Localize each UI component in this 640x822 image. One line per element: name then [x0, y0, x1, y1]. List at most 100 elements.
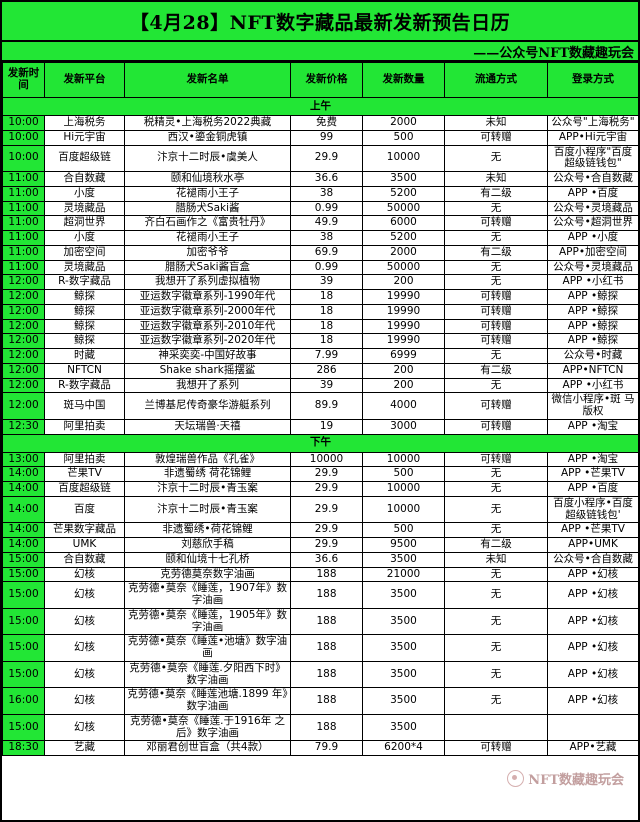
cell-platform: 阿里拍卖	[44, 451, 125, 468]
cell-quantity: 19990	[362, 318, 445, 335]
cell-login: APP •百度	[547, 185, 639, 202]
cell-platform: R-数字藏品	[44, 377, 125, 394]
table-row: 14:00 芒果TV 非遗蜀绣 荷花锦鲤 29.9 500 无 APP •芒果TV	[2, 466, 639, 482]
cell-circulation: 可转赠	[444, 392, 548, 420]
cell-platform: R-数字藏品	[44, 274, 125, 290]
cell-circulation: 无	[444, 481, 548, 497]
cell-login: 公众号•合自数藏	[547, 171, 639, 187]
cell-platform: 合自数藏	[44, 171, 125, 187]
cell-price: 0.99	[290, 259, 363, 276]
cell-time: 15:00	[2, 581, 45, 609]
cell-quantity: 50000	[362, 259, 445, 276]
column-header-price: 发新价格	[290, 62, 363, 98]
table-row: 13:00 阿里拍卖 敦煌瑞兽作品《孔雀》 10000 10000 可转赠 APP •淘宝	[2, 451, 639, 468]
cell-quantity: 3500	[362, 713, 445, 742]
cell-name: 加密爷爷	[124, 244, 291, 261]
cell-login: APP •芒果TV	[547, 466, 639, 482]
cell-time: 12:00	[2, 318, 45, 335]
cell-price: 29.9	[290, 495, 363, 524]
cell-price: 19	[290, 418, 363, 435]
cell-circulation: 无	[444, 348, 548, 364]
cell-circulation: 有二级	[444, 185, 548, 202]
cell-name: 克劳德•莫奈《睡莲.于1916年 之后》数字油画	[124, 713, 291, 742]
table-row: 12:00 斑马中国 兰博基尼传奇豪华游艇系列 89.9 4000 可转赠 微信小程序•斑 …	[2, 392, 639, 420]
cell-circulation: 可转赠	[444, 289, 548, 305]
cell-price: 188	[290, 566, 363, 583]
cell-time: 11:00	[2, 185, 45, 202]
cell-quantity: 5200	[362, 230, 445, 246]
column-header-time: 发新时间	[2, 62, 45, 98]
cell-platform: 阿里拍卖	[44, 418, 125, 435]
cell-time: 10:00	[2, 144, 45, 172]
cell-time: 10:00	[2, 115, 45, 131]
cell-time: 14:00	[2, 537, 45, 553]
section-label: 下午	[2, 433, 639, 453]
table-body: 上午 10:00 上海税务 税精灵•上海税务2022典藏 免费 2000 未知 公众号"上海税…	[2, 97, 639, 756]
header-row: 发新时间 发新平台 发新名单 发新价格 发新数量 流通方式 登录方式	[2, 62, 639, 98]
table-row: 12:00 鲸探 亚运数字徽章系列-1990年代 18 19990 可转赠 APP •鲸探	[2, 289, 639, 305]
cell-login: APP •幻核	[547, 660, 639, 689]
cell-quantity: 3500	[362, 581, 445, 609]
cell-login: APP •鲸探	[547, 318, 639, 335]
cell-login: APP•加密空间	[547, 244, 639, 261]
cell-name: 克劳德•莫奈《睡莲，1907年》数字油画	[124, 581, 291, 609]
cell-platform: 合自数藏	[44, 551, 125, 568]
subtitle-attribution: ——公众号NFT数藏趣玩会	[473, 45, 634, 61]
cell-time: 18:30	[2, 740, 45, 756]
cell-name: Shake shark摇摆鲨	[124, 362, 291, 379]
cell-name: 克劳德莫奈数字油画	[124, 566, 291, 583]
section-row: 上午	[2, 97, 639, 116]
cell-price: 18	[290, 303, 363, 320]
cell-platform: 幻核	[44, 687, 125, 715]
cell-quantity: 2000	[362, 115, 445, 131]
cell-circulation: 有二级	[444, 537, 548, 553]
cell-platform: 幻核	[44, 713, 125, 742]
cell-price: 29.9	[290, 466, 363, 482]
cell-price: 36.6	[290, 171, 363, 187]
cell-circulation: 可转赠	[444, 303, 548, 320]
cell-name: 克劳德•莫奈《睡莲池塘.1899 年》数字油画	[124, 687, 291, 715]
cell-quantity: 200	[362, 274, 445, 290]
cell-quantity: 19990	[362, 303, 445, 320]
cell-platform: 幻核	[44, 660, 125, 689]
cell-name: 西汉•鎏金铜虎镇	[124, 129, 291, 146]
cell-price: 188	[290, 607, 363, 636]
cell-platform: 芒果数字藏品	[44, 522, 125, 538]
table-row: 12:30 阿里拍卖 天坛瑞兽·天禧 19 3000 可转赠 APP •淘宝	[2, 418, 639, 435]
cell-circulation: 无	[444, 581, 548, 609]
column-header-quantity: 发新数量	[362, 62, 445, 98]
cell-circulation: 无	[444, 660, 548, 689]
cell-login: APP•UMK	[547, 537, 639, 553]
cell-name: 天坛瑞兽·天禧	[124, 418, 291, 435]
cell-price: 18	[290, 318, 363, 335]
cell-price: 188	[290, 660, 363, 689]
cell-time: 12:00	[2, 333, 45, 349]
cell-price: 18	[290, 289, 363, 305]
cell-login: 公众号"上海税务"	[547, 115, 639, 131]
cell-platform: Hi元宇宙	[44, 129, 125, 146]
cell-quantity: 6200*4	[362, 740, 445, 756]
cell-name: 颐和仙境秋水亭	[124, 171, 291, 187]
table-row: 15:00 幻核 克劳德•莫奈《睡莲.夕阳西下时》数字油画 188 3500 无 APP •…	[2, 660, 639, 689]
table-row: 15:00 幻核 克劳德莫奈数字油画 188 21000 无 APP •幻核	[2, 566, 639, 583]
table-row: 16:00 幻核 克劳德•莫奈《睡莲池塘.1899 年》数字油画 188 3500 无 AP…	[2, 687, 639, 715]
cell-name: 腊肠犬Saki酱	[124, 200, 291, 217]
table-row: 12:00 时藏 神采奕奕-中国好故事 7.99 6999 无公众号•时藏	[2, 348, 639, 364]
cell-login: APP •百度	[547, 481, 639, 497]
cell-price: 188	[290, 687, 363, 715]
watermark: NFT数藏趣玩会	[507, 769, 624, 788]
cell-price: 36.6	[290, 551, 363, 568]
cell-quantity: 3500	[362, 687, 445, 715]
table-row: 15:00 幻核 克劳德•莫奈《睡莲，1905年》数字油画 188 3500 无 APP •…	[2, 607, 639, 636]
cell-name: 非遗蜀绣 荷花锦鲤	[124, 466, 291, 482]
cell-platform: 幻核	[44, 581, 125, 609]
cell-time: 11:00	[2, 259, 45, 276]
table-row: 14:00 芒果数字藏品 非遗蜀绣•荷花锦鲤 29.9 500 无 APP •芒果TV	[2, 522, 639, 538]
cell-platform: 时藏	[44, 348, 125, 364]
cell-circulation: 可转赠	[444, 333, 548, 349]
cell-price: 188	[290, 581, 363, 609]
cell-platform: 百度超级链	[44, 481, 125, 497]
watermark-text: NFT数藏趣玩会	[528, 773, 624, 788]
table-row: 10:00 Hi元宇宙 西汉•鎏金铜虎镇 99 500 可转赠 APP•Hi元宇宙	[2, 129, 639, 146]
